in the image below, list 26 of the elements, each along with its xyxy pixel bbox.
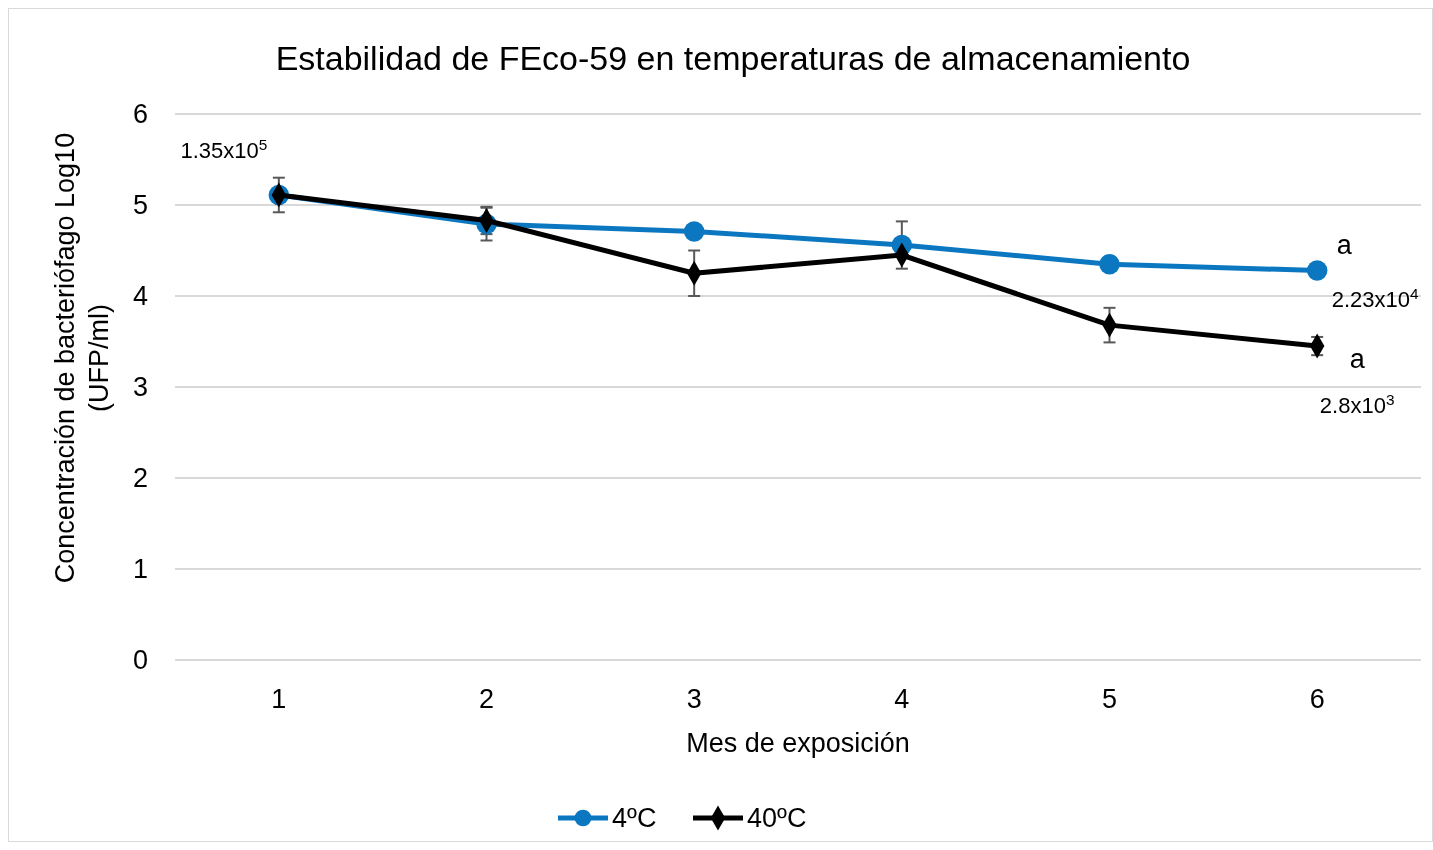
point [1099, 253, 1120, 275]
annotation: a [1336, 229, 1353, 260]
annotation: 2.8x10$^{3}$ [1319, 390, 1395, 418]
y-tick-label: 4 [132, 281, 148, 312]
x-tick-label: 1 [271, 684, 287, 714]
x-tick-label: 5 [1101, 684, 1118, 714]
annotation: a [1349, 343, 1366, 374]
y-tick-label: 6 [132, 99, 148, 130]
legend-label: 40ºC [747, 803, 807, 834]
point [683, 221, 705, 242]
y-axis-title: Concentración de bacteriófago Log10 (UFP/ml) [49, 131, 115, 586]
annotation: 2.23x10$^{4}$ [1331, 284, 1420, 313]
y-tick-label: 5 [132, 190, 148, 221]
y-tick-label: 2 [132, 463, 148, 494]
y-tick-label: 1 [132, 554, 148, 585]
y-tick-label: 3 [132, 372, 148, 403]
point [1306, 260, 1328, 281]
annotation: 1.35x10$^{5}$ [180, 135, 268, 163]
x-tick-label: 6 [1309, 684, 1325, 714]
legend-label: 4ºC [612, 803, 657, 834]
x-tick-label: 4 [894, 684, 910, 714]
y-tick-label: 0 [132, 645, 148, 676]
x-tick-label: 2 [478, 684, 495, 714]
x-tick-label: 3 [686, 684, 702, 714]
chart-title: Estabilidad de FEco-59 en temperaturas de almacenamiento [275, 39, 1191, 77]
x-axis-title: Mes de exposición [686, 728, 910, 758]
